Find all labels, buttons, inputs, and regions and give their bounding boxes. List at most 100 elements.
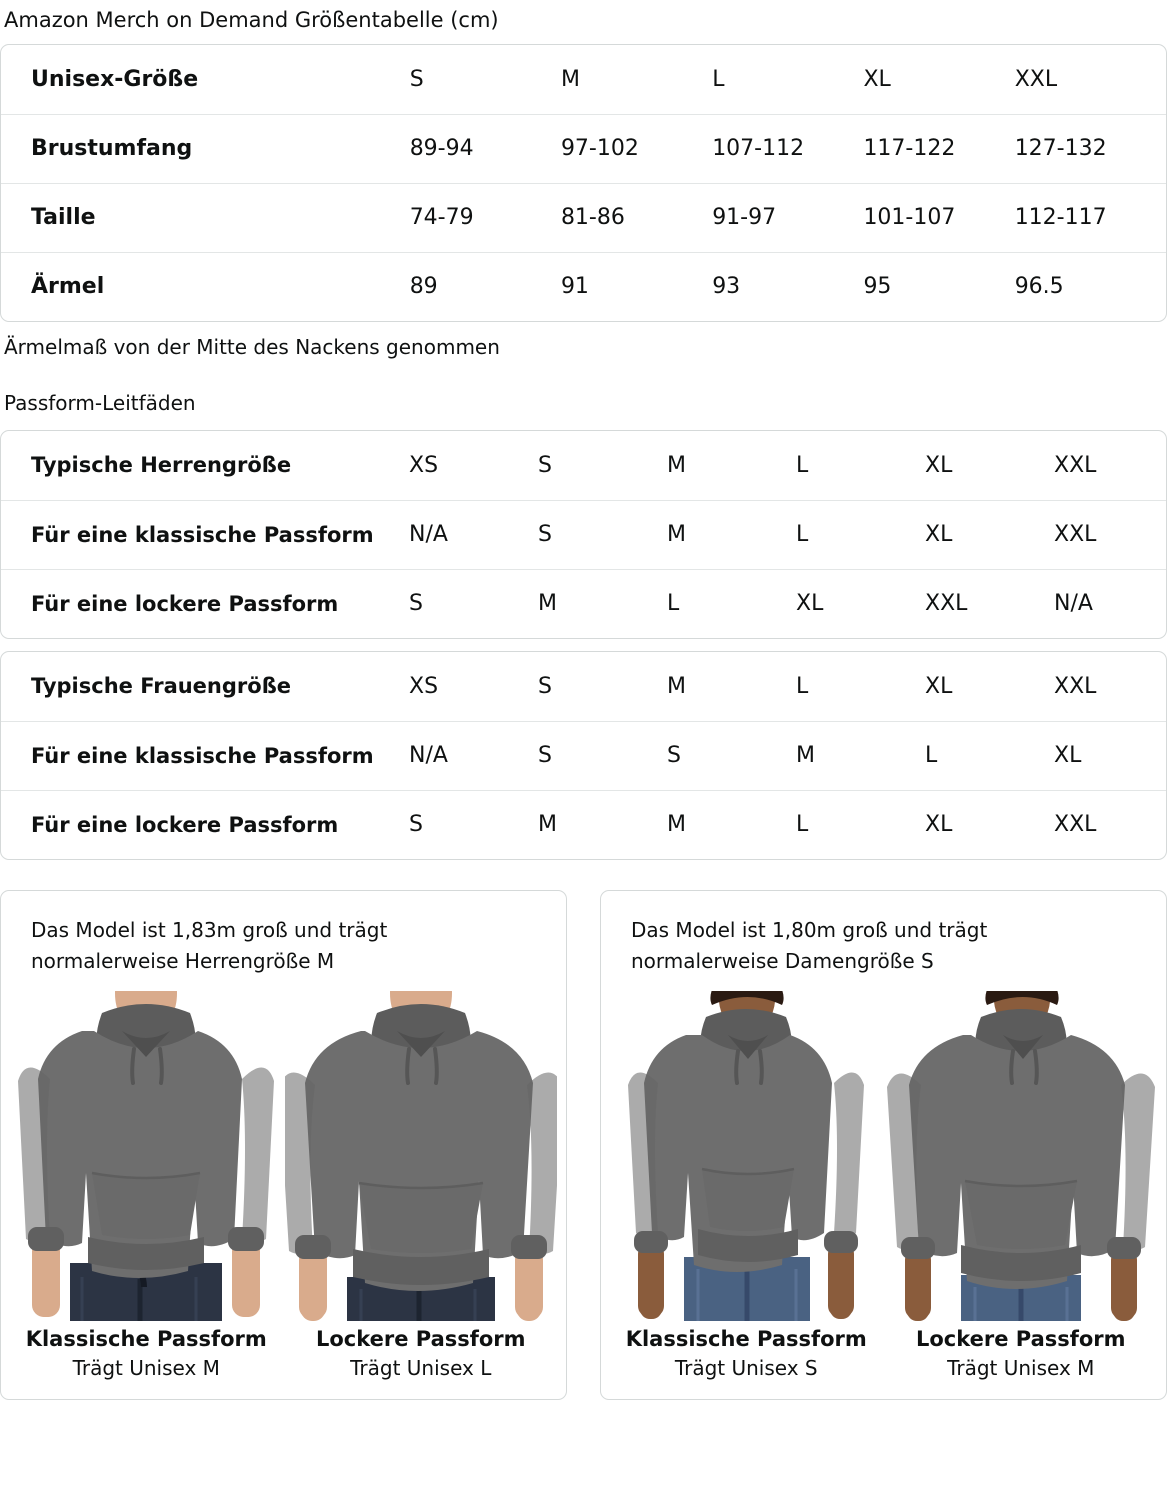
model-women-classic-shot: Klassische Passform Trägt Unisex S [610,991,883,1383]
size-table-header-xl: XL [863,66,891,92]
fit-women-header-s: S [538,673,552,699]
cell-sleeve-xxl: 96.5 [1014,251,1166,321]
cell-waist-s: 74-79 [409,182,561,252]
fit-guides-label: Passform-Leitfäden [4,391,196,415]
fit-women-classic-label: Für eine klassische Passform [1,720,409,790]
model-women-relaxed-fit-label: Lockere Passform [915,1327,1126,1351]
fit-men-relaxed-3: XL [796,568,925,638]
model-women-relaxed-photo [884,991,1157,1321]
fit-women-classic-0: N/A [409,720,538,790]
model-women-relaxed-wears: Trägt Unisex M [947,1356,1095,1380]
fit-women-header-label: Typische Frauengröße [31,674,292,699]
model-men-classic-shot: Klassische Passform Trägt Unisex M [10,991,283,1383]
table-row: Für eine lockere Passform S M L XL XXL N… [1,568,1166,638]
fit-women-relaxed-5: XXL [1054,789,1166,859]
fit-men-header-m: M [667,452,686,478]
fit-men-classic-5: XXL [1054,499,1166,569]
cell-chest-l: 107-112 [712,113,864,183]
female-hoodie-relaxed-illustration [886,991,1155,1321]
cell-chest-xl: 117-122 [863,113,1015,183]
table-row-header: Unisex-Größe S M L XL XXL [1,45,1166,114]
cell-sleeve-xl: 95 [863,251,1015,321]
cell-chest-m: 97-102 [560,113,713,183]
fit-men-classic-0: N/A [409,499,538,569]
fit-men-relaxed-0: S [409,568,538,638]
size-table-header-xxl: XXL [1014,66,1058,92]
model-men-classic-photo [10,991,283,1321]
fit-men-classic-label: Für eine klassische Passform [1,499,409,569]
fit-women-relaxed-3: L [796,789,925,859]
fit-men-header-label: Typische Herrengröße [31,453,292,478]
row-label-chest: Brustumfang [1,113,410,183]
male-hoodie-relaxed-illustration [284,991,557,1321]
model-women-shots: Klassische Passform Trägt Unisex S [601,977,1166,1383]
fit-women-classic-3: M [796,720,925,790]
model-women-relaxed-shot: Lockere Passform Trägt Unisex M [884,991,1157,1383]
cell-waist-xxl: 112-117 [1014,182,1166,252]
size-table-header-label: Unisex-Größe [31,66,199,92]
fit-men-relaxed-label: Für eine lockere Passform [1,568,409,638]
row-label-sleeve: Ärmel [1,251,410,321]
table-row-header: Typische Frauengröße XS S M L XL XXL [1,652,1166,721]
fit-men-header-xs: XS [409,452,439,478]
size-table-header-m: M [560,66,580,92]
cell-chest-xxl: 127-132 [1014,113,1166,183]
size-table: Unisex-Größe S M L XL XXL Brustumfang 89… [1,45,1166,321]
table-row: Für eine lockere Passform S M M L XL XXL [1,789,1166,859]
table-row-header: Typische Herrengröße XS S M L XL XXL [1,431,1166,500]
fit-women-classic-5: XL [1054,720,1166,790]
table-spacer [0,639,1167,651]
model-cards-row: Das Model ist 1,83m groß und trägt norma… [0,860,1167,1400]
fit-table-men-card: Typische Herrengröße XS S M L XL XXL Für… [0,430,1167,639]
fit-women-relaxed-4: XL [925,789,1054,859]
fit-women-header-xs: XS [409,673,439,699]
cell-sleeve-m: 91 [560,251,713,321]
size-table-header-l: L [712,66,725,92]
fit-men-header-xl: XL [925,452,953,478]
fit-table-men: Typische Herrengröße XS S M L XL XXL Für… [1,431,1166,638]
cell-waist-xl: 101-107 [863,182,1015,252]
fit-men-classic-1: S [538,499,667,569]
male-hoodie-classic-illustration [18,991,275,1321]
model-women-classic-fit-label: Klassische Passform [625,1327,867,1351]
model-women-classic-wears: Trägt Unisex S [674,1356,818,1380]
fit-men-relaxed-2: L [667,568,796,638]
model-men-classic-fit-label: Klassische Passform [25,1327,267,1351]
cell-sleeve-l: 93 [712,251,864,321]
fit-women-classic-2: S [667,720,796,790]
fit-women-relaxed-1: M [538,789,667,859]
model-card-men: Das Model ist 1,83m groß und trägt norma… [0,890,567,1400]
model-men-classic-wears: Trägt Unisex M [72,1356,220,1380]
model-women-intro: Das Model ist 1,80m groß und trägt norma… [631,918,988,973]
cell-chest-s: 89-94 [409,113,561,183]
table-row: Ärmel 89 91 93 95 96.5 [1,251,1166,321]
fit-women-header-xl: XL [925,673,953,699]
fit-women-header-xxl: XXL [1054,673,1097,699]
fit-men-classic-3: L [796,499,925,569]
model-men-relaxed-photo [284,991,557,1321]
model-men-relaxed-fit-label: Lockere Passform [315,1327,526,1351]
fit-women-relaxed-label: Für eine lockere Passform [1,789,409,859]
fit-men-classic-4: XL [925,499,1054,569]
fit-women-classic-1: S [538,720,667,790]
fit-men-relaxed-4: XXL [925,568,1054,638]
table-row: Für eine klassische Passform N/A S S M L… [1,720,1166,790]
fit-women-relaxed-2: M [667,789,796,859]
fit-women-header-m: M [667,673,686,699]
fit-men-header-l: L [796,452,809,478]
sleeve-note: Ärmelmaß von der Mitte des Nackens genom… [4,335,500,359]
model-men-relaxed-wears: Trägt Unisex L [350,1356,492,1380]
model-men-intro: Das Model ist 1,83m groß und trägt norma… [31,918,388,973]
fit-men-classic-2: M [667,499,796,569]
fit-women-relaxed-0: S [409,789,538,859]
table-row: Für eine klassische Passform N/A S M L X… [1,499,1166,569]
model-card-women: Das Model ist 1,80m groß und trägt norma… [600,890,1167,1400]
fit-men-relaxed-1: M [538,568,667,638]
model-men-shots: Klassische Passform Trägt Unisex M [1,977,566,1383]
fit-men-header-s: S [538,452,552,478]
table-row: Brustumfang 89-94 97-102 107-112 117-122… [1,113,1166,183]
fit-men-relaxed-5: N/A [1054,568,1166,638]
fit-women-classic-4: L [925,720,1054,790]
female-hoodie-classic-illustration [628,991,865,1321]
